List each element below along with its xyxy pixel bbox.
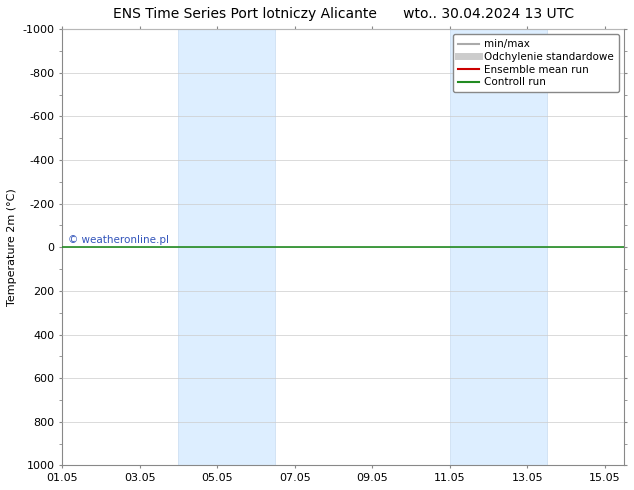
Legend: min/max, Odchylenie standardowe, Ensemble mean run, Controll run: min/max, Odchylenie standardowe, Ensembl… (453, 34, 619, 93)
Y-axis label: Temperature 2m (°C): Temperature 2m (°C) (7, 188, 17, 306)
Bar (178, 29, 275, 466)
Text: © weatheronline.pl: © weatheronline.pl (68, 235, 169, 245)
Bar (450, 29, 547, 466)
Title: ENS Time Series Port lotniczy Alicante      wto.. 30.04.2024 13 UTC: ENS Time Series Port lotniczy Alicante w… (113, 7, 574, 21)
